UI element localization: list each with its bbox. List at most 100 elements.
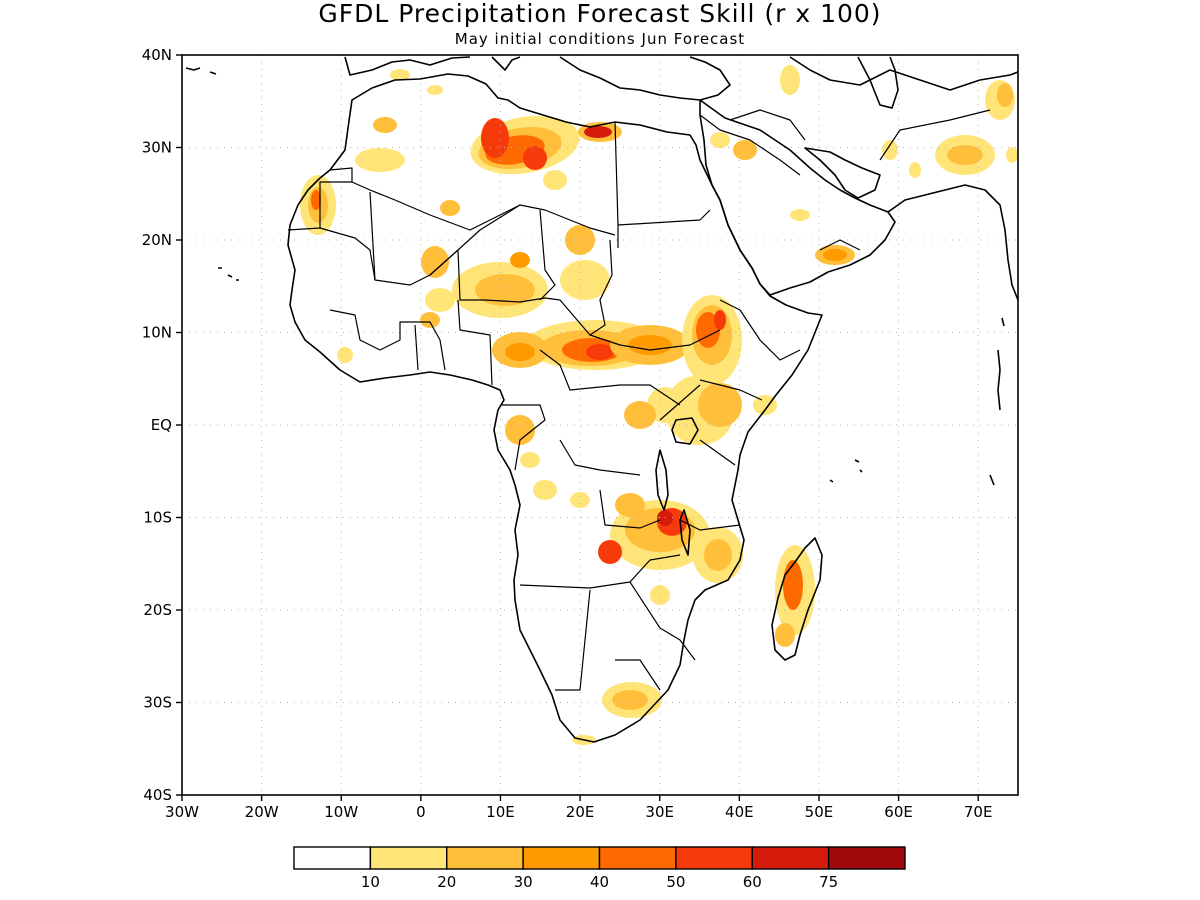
longitude-axis-labels: 30W 20W 10W 0 10E 20E 30E 40E 50E 60E 70E [165,795,992,821]
lat-tick-label: 20S [143,601,172,619]
skill-contour-patch [505,415,535,445]
border-chad-sudan [589,209,711,336]
border-east-africa [659,299,801,466]
skill-contour-patch [783,560,803,610]
skill-contour-patch [533,480,557,500]
skill-contour-patch [704,539,732,571]
colorbar-tick-label: 20 [437,873,456,891]
lat-tick-label: 40N [142,46,172,64]
caspian-coastline [857,56,899,109]
skill-contour-patch [475,274,535,306]
lon-tick-label: 30W [165,803,199,821]
skill-contour-patch [714,310,726,330]
skill-contour-patch [775,623,795,647]
maldives-islands [997,317,1005,411]
lon-tick-label: 30E [645,803,674,821]
lake-victoria [671,417,699,445]
lon-tick-label: 70E [964,803,993,821]
africa-coastline [287,73,823,743]
skill-contour-patch [882,140,898,160]
lon-tick-label: 20W [245,803,279,821]
cape-verde-islands [185,67,217,75]
skill-contour-patch [823,249,847,261]
skill-contour-patch [753,395,777,415]
skill-contour-patch [733,140,757,160]
skill-contour-patch [624,401,656,429]
colorbar-swatch [369,846,448,870]
skill-contour-patch [586,344,614,360]
skill-contour-patch [615,493,645,517]
persian-gulf-coastline [804,147,881,199]
lon-tick-label: 40E [725,803,754,821]
skill-contour-patch [520,452,540,468]
colorbar-tick-label: 50 [666,873,685,891]
colorbar-tick-label: 40 [590,873,609,891]
skill-contour-patch [628,335,672,355]
skill-contour-patch [427,85,443,95]
map-title: GFDL Precipitation Forecast Skill (r x 1… [318,0,881,28]
skill-contour-patch [425,288,455,312]
colorbar-tick-label: 60 [743,873,762,891]
colorbar-tick-label: 30 [514,873,533,891]
lon-tick-label: 10W [324,803,358,821]
lat-tick-label: 10N [142,324,172,342]
colorbar-swatch [598,846,677,870]
map-background [182,55,1018,795]
lat-tick-label: 40S [143,786,172,804]
lat-tick-label: 30S [143,694,172,712]
skill-contour-patch [421,246,449,278]
skill-contour-patch [584,126,612,138]
skill-contour-patch [543,170,567,190]
madagascar-coastline [771,537,823,661]
coastlines [185,56,1019,743]
border-sahel [457,249,721,351]
skill-contour-patch [598,540,622,564]
skill-contour-patch [997,83,1013,107]
country-borders [287,109,991,691]
skill-contour-patch [355,148,405,172]
colorbar-tick-label: 10 [361,873,380,891]
skill-contour-patch [909,162,921,178]
colorbar-tick-label: 75 [819,873,838,891]
lon-tick-label: 60E [884,803,913,821]
colorbar-swatch [522,846,601,870]
border-mali [369,191,521,281]
skill-contour-patch [1006,147,1018,163]
skill-contour-patch [947,145,983,165]
lon-tick-label: 0 [416,803,426,821]
skill-contour-patch [373,117,397,133]
lat-tick-label: 30N [142,139,172,157]
canary-islands [218,267,239,281]
graticule [182,55,1018,795]
skill-contour-patch [560,260,610,300]
map-panel [181,54,1019,796]
lat-tick-label: 20N [142,231,172,249]
lon-tick-label: 20E [566,803,595,821]
colorbar: 10 20 30 40 50 60 75 [293,846,906,891]
asia-coastline [789,56,1019,301]
lake-tanganyika [655,449,669,511]
skill-contour-patch [481,118,509,158]
skill-contour-patch [337,347,353,363]
skill-contour-patch [311,190,321,210]
skill-contour-patch [565,225,595,255]
skill-contour-patch [570,492,590,508]
border-middle-east [699,109,991,251]
lat-tick-label: 10S [143,509,172,527]
colorbar-swatch [446,846,524,870]
skill-contour-patch [510,252,530,268]
colorbar-swatch [751,846,830,870]
skill-contour-patch [647,387,683,423]
border-morocco-algeria [329,167,616,236]
colorbar-swatch [675,846,753,870]
skill-contour-patch [440,200,460,216]
skill-contour-patch [710,132,730,148]
skill-contour-patch [523,146,547,170]
lat-tick-label: EQ [151,416,172,434]
lake-malawi [679,509,691,556]
border-west-africa [329,299,493,386]
skill-contour-patch [505,343,535,361]
colorbar-swatch [827,846,906,870]
skill-contour-patch [420,312,440,328]
